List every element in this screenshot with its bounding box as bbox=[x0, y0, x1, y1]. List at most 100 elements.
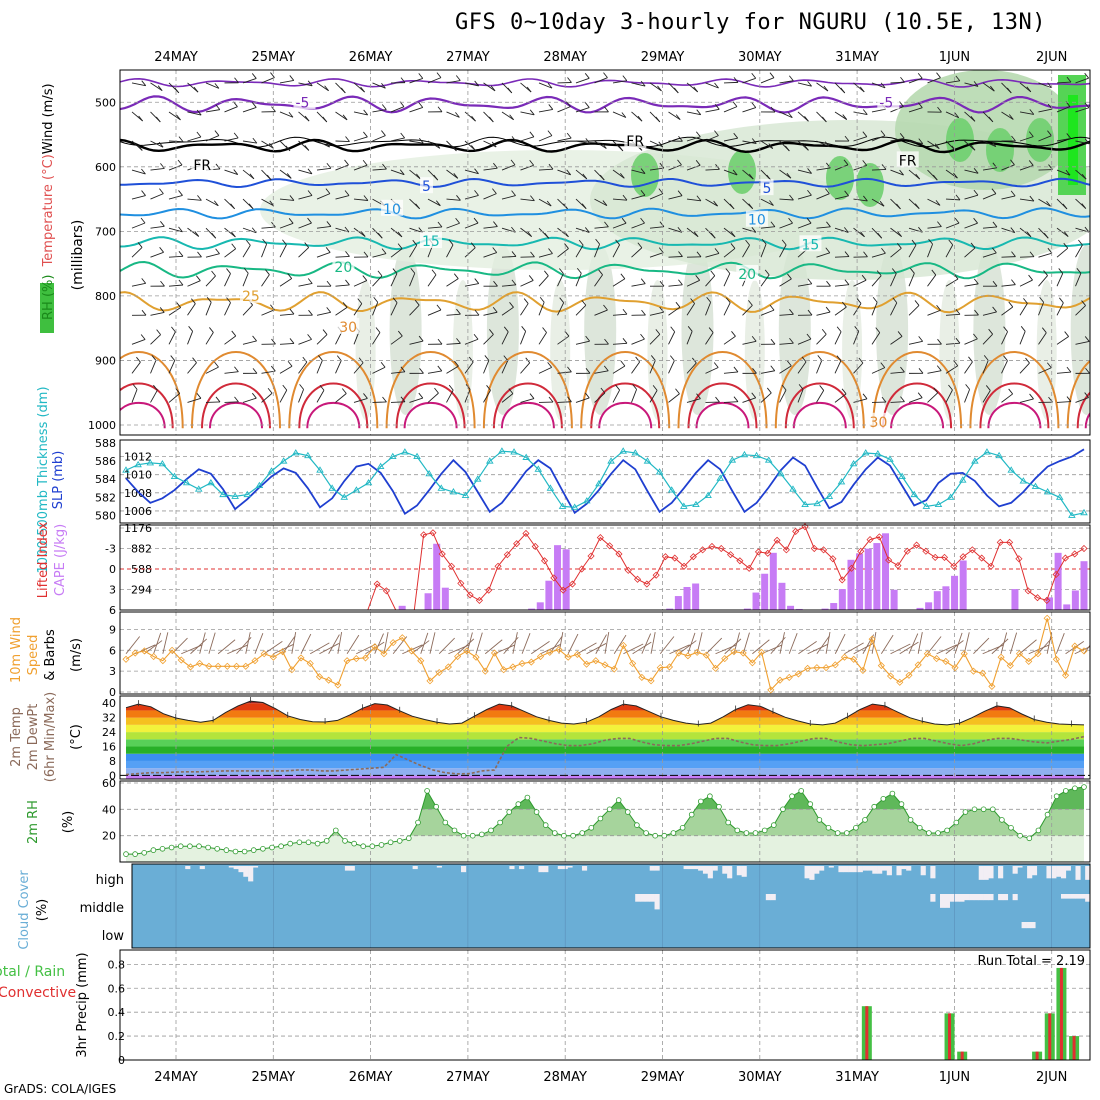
wind-speed-point bbox=[656, 664, 664, 672]
lifted-index-point bbox=[596, 534, 604, 542]
wind-barb bbox=[464, 194, 479, 200]
wind-barb bbox=[723, 81, 739, 84]
lifted-index-point bbox=[550, 574, 558, 582]
wind-barb bbox=[797, 283, 812, 287]
cape-bar bbox=[856, 553, 864, 610]
wind-barb-flag bbox=[509, 302, 514, 308]
rh-point bbox=[378, 842, 385, 848]
wind-barb bbox=[686, 136, 701, 142]
wind-barb bbox=[427, 370, 442, 374]
wind-barb-flag bbox=[270, 72, 275, 78]
wind-barb-flag bbox=[917, 72, 923, 79]
wind-barb bbox=[908, 305, 920, 316]
precip-convective-bar bbox=[1059, 967, 1063, 1060]
wind-barb bbox=[1001, 306, 1014, 316]
rh-point bbox=[697, 798, 704, 805]
wind-barb bbox=[242, 304, 253, 316]
surface-wind-barb bbox=[927, 636, 942, 655]
wind-speed-point bbox=[555, 645, 563, 654]
wind-barb-flag bbox=[381, 82, 386, 89]
wind-barb bbox=[279, 389, 288, 403]
wind-barb-flag bbox=[503, 355, 509, 361]
wind-speed-point bbox=[647, 677, 655, 685]
wind-barb-flag bbox=[507, 87, 513, 94]
wind-speed-point bbox=[472, 653, 480, 661]
wind-barb bbox=[446, 80, 461, 84]
rh-point bbox=[889, 790, 896, 797]
wind-barb-flag bbox=[307, 80, 313, 87]
wind-barb-flag bbox=[934, 143, 940, 149]
wind-barb-flag bbox=[521, 326, 526, 332]
wind-barb-flag bbox=[856, 298, 862, 304]
axis-label: 1000-500mb Thickness (dm) bbox=[36, 386, 51, 573]
thickness-point bbox=[655, 468, 664, 475]
wind-barb bbox=[335, 140, 350, 142]
wind-barb bbox=[316, 82, 329, 92]
wind-barb-flag bbox=[825, 188, 830, 194]
thickness-point bbox=[122, 466, 130, 473]
wind-barb bbox=[853, 331, 860, 345]
surface-wind-barb bbox=[254, 633, 264, 654]
wind-barb bbox=[927, 309, 941, 316]
rh-point bbox=[460, 832, 467, 839]
wind-barb-flag bbox=[567, 77, 572, 83]
wind-barb bbox=[668, 227, 683, 233]
cape-bar bbox=[838, 589, 846, 610]
wind-barb-flag bbox=[876, 270, 882, 276]
axis-label: (millibars) bbox=[70, 220, 86, 291]
wind-barb bbox=[779, 222, 793, 229]
thickness-point bbox=[716, 474, 724, 481]
date-label-top: 1JUN bbox=[939, 50, 970, 65]
wind-barb-flag bbox=[484, 355, 490, 361]
wind-barb-flag bbox=[360, 231, 366, 237]
wind-barb-flag bbox=[1011, 251, 1016, 257]
temperature-band bbox=[126, 710, 1084, 718]
wind-barb-flag bbox=[453, 173, 459, 179]
wind-barb-flag bbox=[233, 132, 239, 139]
wind-barb-flag bbox=[1084, 102, 1090, 109]
wind-barb-flag bbox=[156, 329, 161, 335]
wind-barb bbox=[871, 82, 886, 89]
wind-barb bbox=[760, 140, 774, 149]
wind-barb-flag bbox=[1010, 159, 1015, 166]
thickness-point bbox=[401, 448, 409, 455]
wind-barb-flag bbox=[789, 309, 794, 315]
cape-bar bbox=[881, 533, 889, 610]
wind-barb bbox=[446, 169, 459, 179]
wind-barb-flag bbox=[455, 217, 460, 224]
wind-speed-point bbox=[923, 650, 931, 658]
wind-barb bbox=[668, 360, 675, 374]
lifted-index-point bbox=[485, 586, 493, 594]
cloud-gap-high bbox=[683, 866, 689, 870]
tick-label: 882 bbox=[131, 543, 152, 556]
wind-barb bbox=[242, 169, 255, 180]
wind-barb bbox=[1001, 111, 1014, 120]
wind-barb bbox=[927, 77, 941, 84]
wind-barb-flag bbox=[230, 203, 235, 210]
grads-credit: GrADS: COLA/IGES bbox=[4, 1082, 117, 1096]
lifted-index-point bbox=[513, 540, 521, 548]
cloud-gap-middle bbox=[640, 894, 646, 902]
wind-barb-flag bbox=[493, 162, 498, 169]
wind-barb bbox=[187, 362, 197, 374]
wind-barb-flag bbox=[492, 247, 498, 253]
thickness-point bbox=[946, 493, 955, 500]
wind-barb bbox=[557, 335, 570, 345]
wind-barb bbox=[612, 389, 621, 403]
wind-barb-flag bbox=[544, 232, 550, 239]
wind-barb-flag bbox=[819, 385, 825, 391]
wind-barb-flag bbox=[936, 365, 942, 371]
rh-point bbox=[898, 801, 905, 807]
wind-barb-flag bbox=[622, 338, 628, 344]
wind-barb bbox=[908, 107, 923, 113]
wind-barb bbox=[705, 252, 720, 258]
isotherm-label: 20 bbox=[334, 260, 352, 276]
wind-barb bbox=[1038, 367, 1052, 374]
wind-barb-flag bbox=[288, 218, 294, 224]
surface-wind-barb bbox=[779, 632, 785, 654]
surface-wind-barb bbox=[383, 632, 389, 654]
wind-barb-flag bbox=[713, 362, 719, 368]
chart-title: GFS 0~10day 3-hourly for NGURU (10.5E, 1… bbox=[455, 10, 1047, 35]
wind-barb-flag bbox=[1011, 279, 1016, 285]
wind-speed-point bbox=[1043, 614, 1051, 622]
